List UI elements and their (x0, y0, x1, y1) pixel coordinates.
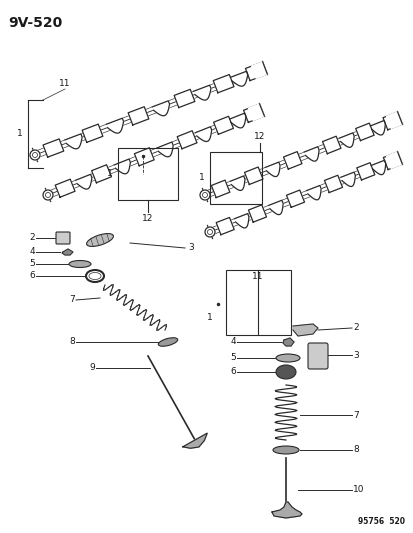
Polygon shape (213, 116, 233, 134)
Ellipse shape (69, 261, 91, 268)
Text: 11: 11 (59, 79, 71, 88)
Polygon shape (91, 165, 111, 183)
Text: 7: 7 (69, 295, 75, 304)
Polygon shape (244, 167, 262, 184)
Polygon shape (251, 62, 267, 78)
Polygon shape (340, 172, 354, 187)
Text: 8: 8 (69, 337, 75, 346)
Polygon shape (264, 162, 280, 176)
Polygon shape (229, 113, 245, 128)
Polygon shape (286, 190, 304, 207)
Text: 3: 3 (188, 244, 193, 253)
Ellipse shape (30, 150, 40, 160)
Ellipse shape (86, 270, 104, 282)
Text: 4: 4 (230, 337, 235, 346)
Ellipse shape (275, 365, 295, 379)
Text: 2: 2 (352, 324, 358, 333)
Bar (225, 270, 290, 335)
Polygon shape (382, 112, 401, 130)
Text: 1: 1 (17, 130, 23, 139)
Polygon shape (282, 338, 293, 346)
Text: 9: 9 (89, 364, 95, 373)
Polygon shape (114, 159, 130, 174)
FancyBboxPatch shape (307, 343, 327, 369)
Text: 1: 1 (207, 313, 212, 322)
Text: 11: 11 (252, 272, 263, 281)
Polygon shape (106, 118, 123, 133)
Text: 7: 7 (352, 410, 358, 419)
Text: 1: 1 (199, 174, 204, 182)
Polygon shape (62, 249, 73, 255)
Ellipse shape (86, 233, 113, 246)
Polygon shape (82, 124, 102, 142)
Polygon shape (230, 176, 244, 190)
Polygon shape (324, 175, 342, 192)
Text: 2: 2 (29, 233, 35, 243)
Bar (209, 152, 261, 204)
Polygon shape (195, 127, 211, 141)
Polygon shape (268, 200, 282, 215)
Polygon shape (128, 107, 149, 125)
Polygon shape (304, 147, 318, 161)
Polygon shape (65, 134, 82, 149)
Polygon shape (370, 120, 385, 135)
Polygon shape (193, 85, 211, 100)
Polygon shape (43, 139, 64, 157)
Text: 12: 12 (254, 132, 265, 141)
Polygon shape (76, 174, 92, 189)
Polygon shape (248, 104, 264, 120)
Polygon shape (355, 123, 373, 141)
Polygon shape (216, 217, 234, 235)
Ellipse shape (272, 446, 298, 454)
Text: 3: 3 (352, 351, 358, 359)
Polygon shape (157, 142, 173, 157)
Text: 1: 1 (107, 169, 113, 179)
Text: 6: 6 (230, 367, 235, 376)
Polygon shape (177, 131, 197, 149)
Polygon shape (174, 90, 195, 108)
Ellipse shape (275, 354, 299, 362)
Text: 95756  520: 95756 520 (357, 517, 404, 526)
Polygon shape (385, 112, 401, 128)
Polygon shape (55, 179, 75, 197)
Polygon shape (213, 75, 233, 93)
Polygon shape (385, 152, 401, 168)
Polygon shape (292, 324, 317, 336)
Ellipse shape (199, 190, 209, 200)
Polygon shape (382, 152, 401, 169)
Text: 9V-520: 9V-520 (8, 16, 62, 30)
Polygon shape (211, 180, 229, 198)
Text: 10: 10 (352, 486, 363, 495)
Polygon shape (243, 104, 263, 123)
Polygon shape (370, 160, 385, 175)
FancyBboxPatch shape (56, 232, 70, 244)
Text: 6: 6 (29, 271, 35, 280)
Polygon shape (234, 214, 248, 228)
Ellipse shape (204, 227, 214, 237)
Polygon shape (152, 101, 169, 116)
Ellipse shape (89, 272, 101, 279)
Polygon shape (322, 136, 340, 154)
Polygon shape (230, 71, 247, 86)
Polygon shape (183, 433, 207, 448)
Polygon shape (245, 62, 266, 80)
Text: 5: 5 (230, 353, 235, 362)
Polygon shape (306, 185, 320, 200)
Text: 8: 8 (352, 446, 358, 455)
Text: 12: 12 (142, 214, 153, 223)
Polygon shape (356, 163, 374, 180)
Polygon shape (271, 502, 301, 518)
Bar (118, 148, 178, 200)
Text: 5: 5 (29, 260, 35, 269)
Ellipse shape (43, 190, 53, 200)
Polygon shape (248, 205, 266, 222)
Polygon shape (134, 148, 154, 166)
Polygon shape (283, 151, 301, 169)
Ellipse shape (158, 338, 177, 346)
Text: 4: 4 (29, 247, 35, 256)
Polygon shape (338, 133, 353, 147)
